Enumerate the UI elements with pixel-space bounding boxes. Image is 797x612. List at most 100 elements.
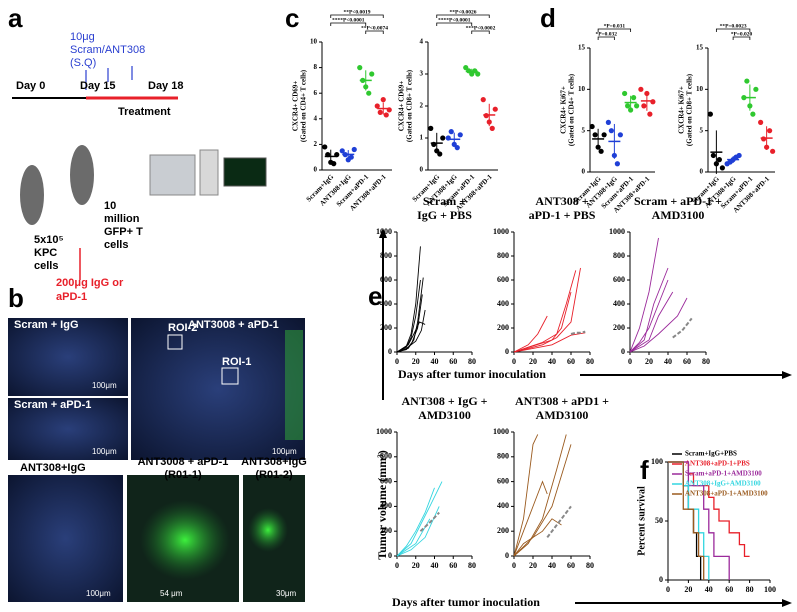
x-tick-label: 40	[548, 561, 556, 570]
dot	[480, 97, 486, 103]
y-tick-label: 800	[380, 251, 392, 260]
tumor-line	[513, 332, 586, 353]
gfp-signal	[140, 500, 230, 580]
image	[8, 398, 128, 460]
dot	[641, 103, 647, 109]
dot	[363, 84, 369, 90]
survival-curve	[668, 461, 705, 580]
arrow-head	[379, 228, 387, 238]
y-tick-label: 400	[380, 299, 392, 308]
bracket	[330, 14, 384, 18]
dot	[454, 145, 460, 151]
dot	[342, 152, 348, 158]
dot	[761, 136, 767, 142]
bracket	[365, 30, 384, 34]
y-tick-label: 0	[388, 347, 392, 356]
roi: ROI-2	[168, 322, 197, 334]
annotation: *P=0.031	[604, 23, 626, 29]
panel-label: b	[8, 283, 24, 313]
y-axis-label: (Gated on CD4+ T cells)	[300, 69, 308, 142]
x-tick-label: 80	[702, 357, 710, 366]
y-tick-label: 1000	[609, 227, 625, 236]
tumor-line	[396, 309, 426, 353]
dot	[608, 128, 614, 134]
x-tick-label: 60	[683, 357, 691, 366]
y-axis-label: Percent survival	[636, 486, 647, 556]
image	[8, 318, 128, 396]
dot	[650, 99, 656, 105]
gfp-signal	[248, 508, 288, 552]
x-tick-label: 20	[412, 357, 420, 366]
y-tick-label: 15	[578, 44, 586, 52]
x-tick-label: 40	[431, 561, 439, 570]
tumor-line	[546, 505, 572, 539]
tumor-line	[629, 297, 688, 353]
y-tick-label: 2	[314, 140, 318, 148]
legend-label: Scram+IgG+PBS	[685, 450, 737, 458]
y-tick-label: 4	[314, 114, 318, 122]
dot	[331, 161, 337, 167]
x-tick-label: 0	[512, 357, 516, 366]
annotation: **P=0.0023	[720, 23, 747, 29]
dot	[595, 144, 601, 150]
y-tick-label: 200	[380, 323, 392, 332]
image-label: ANT308+IgG	[241, 456, 307, 468]
x-axis-label: Days after tumor inoculation	[392, 595, 540, 609]
tumor-line	[396, 279, 421, 353]
image-label: Scram + IgG	[14, 319, 79, 331]
tumor-line	[396, 294, 423, 353]
t-cells: GFP+ T	[104, 226, 143, 238]
tumor-line	[513, 270, 577, 353]
bracket	[436, 14, 490, 18]
chart-title: AMD3100	[536, 408, 589, 422]
dot	[377, 109, 383, 115]
kpc: cells	[34, 260, 58, 272]
x-tick-label: 60	[449, 357, 457, 366]
y-tick-label: 800	[613, 251, 625, 260]
arrow-head	[782, 599, 792, 607]
mouse	[70, 145, 94, 205]
x-tick-label: 0	[666, 585, 670, 594]
dot	[767, 128, 773, 134]
dot	[334, 152, 340, 158]
panel-label: a	[8, 3, 23, 33]
dot	[445, 135, 451, 141]
bracket	[436, 22, 473, 26]
tumor-line	[570, 330, 586, 335]
x-tick-label: 40	[705, 585, 713, 594]
y-tick-label: 0	[621, 347, 625, 356]
dose: (S.Q)	[70, 57, 96, 69]
chart-title: AMD3100	[652, 208, 705, 222]
tumor-line	[629, 237, 659, 353]
dot	[366, 90, 372, 96]
dot	[736, 152, 742, 159]
y-axis-label: CXCR4+ Ki67+	[678, 86, 686, 134]
bracket	[597, 36, 615, 40]
panel-label: c	[285, 3, 299, 33]
chart-title: IgG + PBS	[417, 208, 472, 222]
dot	[614, 161, 620, 167]
dot	[716, 157, 722, 163]
y-tick-label: 1000	[376, 227, 392, 236]
dot	[747, 103, 753, 109]
y-axis-label: CXCR4+ Ki67+	[560, 86, 568, 134]
dot	[475, 71, 481, 77]
y-tick-label: 200	[497, 526, 509, 535]
dot	[437, 151, 443, 157]
image-label: ANT3008 + aPD-1	[138, 456, 229, 468]
image-label: (R01-1)	[164, 469, 202, 481]
dot	[386, 107, 392, 113]
x-tick-label: 80	[586, 357, 594, 366]
x-tick-label: 60	[449, 561, 457, 570]
panel-label: e	[368, 281, 382, 311]
y-tick-label: 200	[380, 526, 392, 535]
x-tick-label: 80	[468, 357, 476, 366]
scale-bar: 100μm	[86, 589, 111, 598]
mouse	[20, 165, 44, 225]
bracket	[471, 30, 490, 34]
tumor-line	[672, 317, 693, 339]
chart-title: ANT308 + IgG +	[401, 394, 487, 408]
y-tick-label: 1	[420, 134, 424, 142]
y-tick-label: 0	[388, 551, 392, 560]
